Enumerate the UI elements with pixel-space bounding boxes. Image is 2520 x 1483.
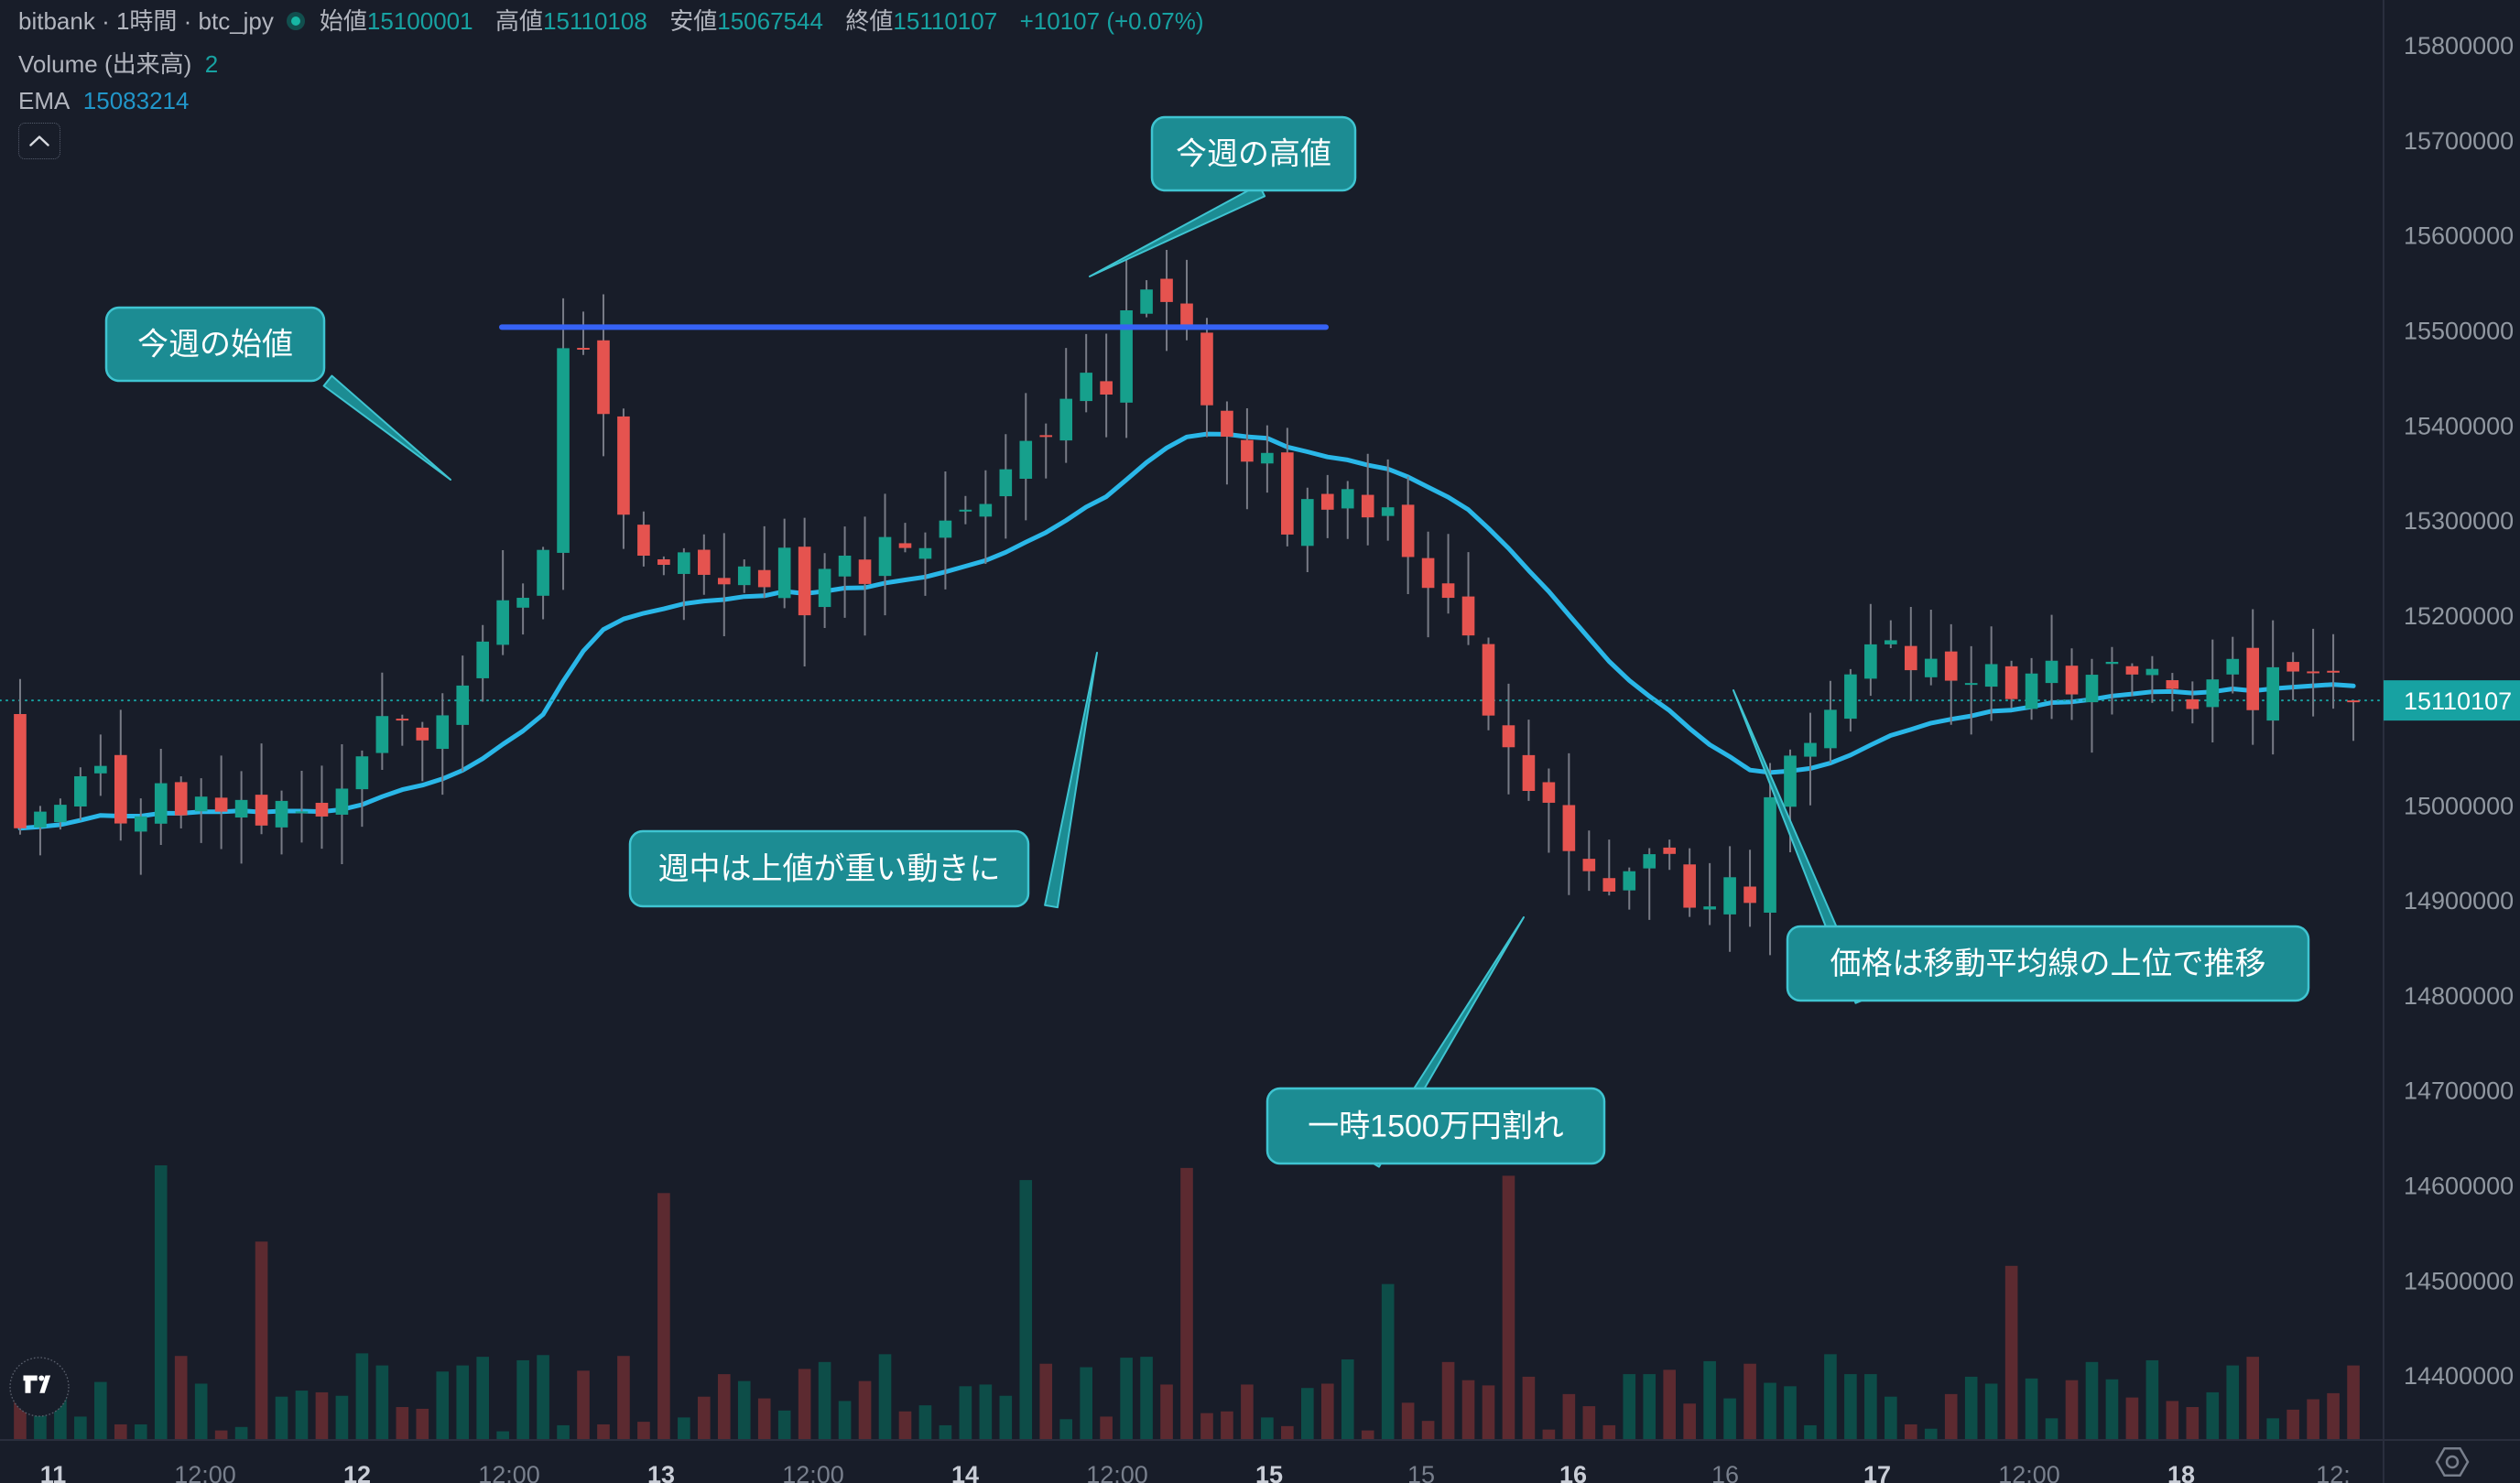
svg-text:週中は上値が重い動きに: 週中は上値が重い動きに bbox=[658, 852, 1001, 887]
svg-text:13: 13 bbox=[647, 1461, 675, 1483]
svg-text:今週の始値: 今週の始値 bbox=[137, 328, 293, 363]
svg-text:15: 15 bbox=[1255, 1461, 1283, 1483]
svg-text:15200000: 15200000 bbox=[2404, 602, 2514, 630]
svg-text:15: 15 bbox=[1407, 1461, 1435, 1483]
svg-text:14600000: 14600000 bbox=[2404, 1173, 2514, 1200]
svg-text:14700000: 14700000 bbox=[2404, 1077, 2514, 1105]
svg-text:15800000: 15800000 bbox=[2404, 32, 2514, 60]
svg-text:12:00: 12:00 bbox=[1998, 1461, 2060, 1483]
svg-text:11: 11 bbox=[40, 1461, 67, 1483]
svg-text:15600000: 15600000 bbox=[2404, 222, 2514, 250]
svg-text:14: 14 bbox=[951, 1461, 979, 1483]
svg-text:18: 18 bbox=[2167, 1461, 2195, 1483]
svg-text:15300000: 15300000 bbox=[2404, 507, 2514, 535]
svg-text:14500000: 14500000 bbox=[2404, 1267, 2514, 1294]
svg-text:15110107: 15110107 bbox=[2404, 687, 2512, 715]
svg-text:12:: 12: bbox=[2316, 1461, 2351, 1483]
svg-text:14900000: 14900000 bbox=[2404, 887, 2514, 915]
svg-text:12:00: 12:00 bbox=[1086, 1461, 1148, 1483]
svg-text:15700000: 15700000 bbox=[2404, 127, 2514, 155]
svg-text:12:00: 12:00 bbox=[782, 1461, 844, 1483]
svg-text:一時1500万円割れ: 一時1500万円割れ bbox=[1308, 1110, 1564, 1144]
svg-text:12:00: 12:00 bbox=[174, 1461, 236, 1483]
svg-text:価格は移動平均線の上位で推移: 価格は移動平均線の上位で推移 bbox=[1830, 947, 2266, 981]
svg-text:15000000: 15000000 bbox=[2404, 792, 2514, 819]
svg-text:17: 17 bbox=[1863, 1461, 1891, 1483]
svg-text:16: 16 bbox=[1559, 1461, 1587, 1483]
svg-text:12:00: 12:00 bbox=[478, 1461, 540, 1483]
svg-text:15400000: 15400000 bbox=[2404, 412, 2514, 439]
svg-text:16: 16 bbox=[1711, 1461, 1739, 1483]
svg-text:14800000: 14800000 bbox=[2404, 982, 2514, 1010]
svg-text:14400000: 14400000 bbox=[2404, 1362, 2514, 1390]
svg-text:15500000: 15500000 bbox=[2404, 318, 2514, 345]
svg-text:12: 12 bbox=[343, 1461, 371, 1483]
